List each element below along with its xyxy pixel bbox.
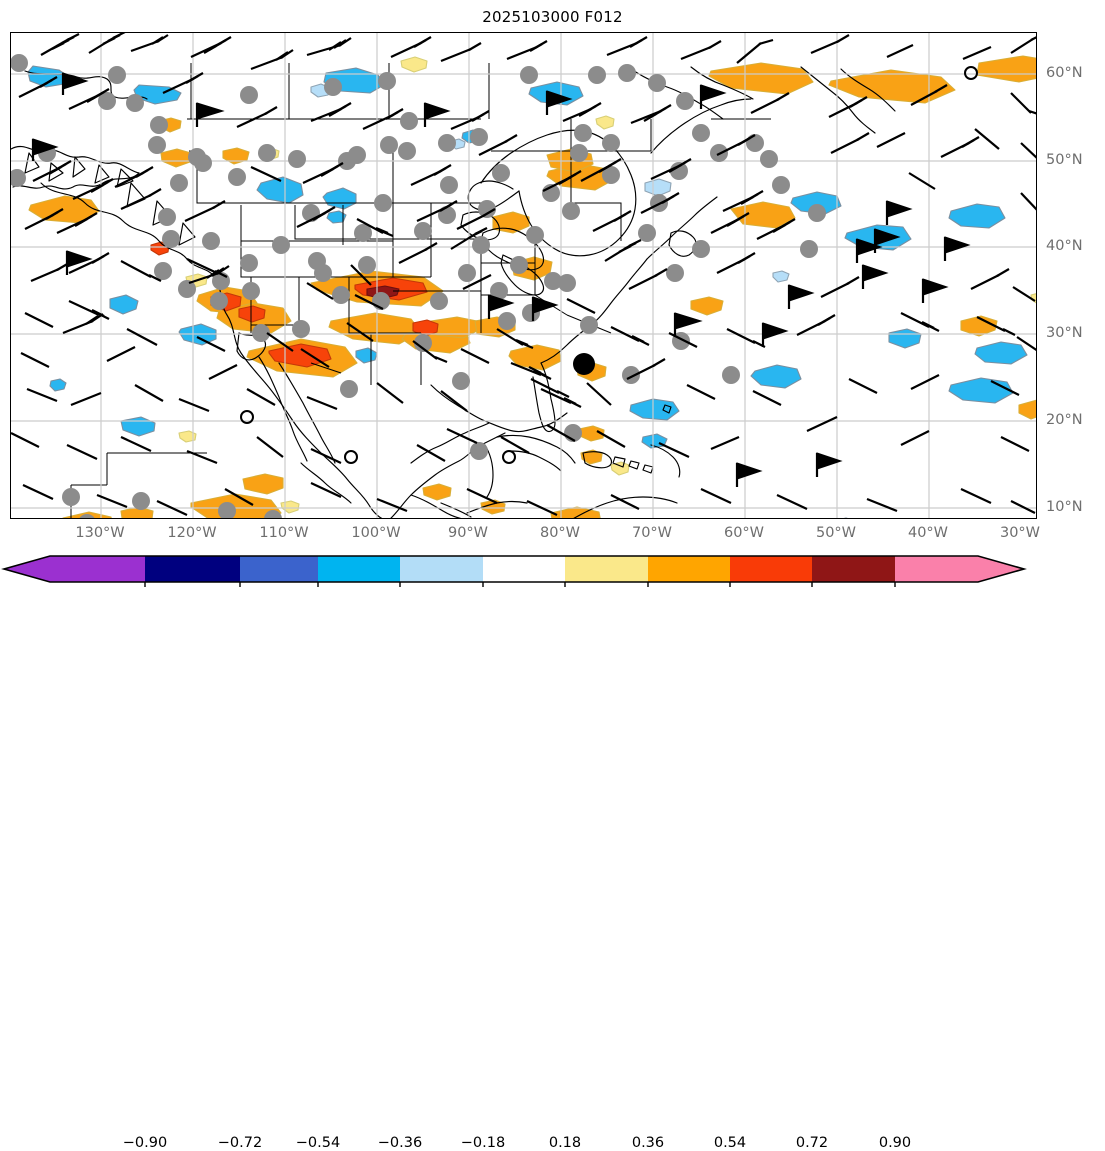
- figure-canvas: 2025103000 F012: [0, 8, 1105, 1151]
- lon-label: 40°W: [907, 525, 949, 541]
- colorbar-label: 0.36: [631, 1135, 665, 1151]
- lat-label: 60°N: [1046, 65, 1083, 81]
- figure-title: 2025103000 F012: [482, 8, 623, 26]
- colorbar-segment[interactable]: [145, 556, 240, 582]
- colorbar-label: −0.72: [217, 1135, 263, 1151]
- lat-label: 10°N: [1046, 499, 1083, 515]
- colorbar-segment[interactable]: [895, 556, 1024, 582]
- lon-label: 120°W: [167, 525, 217, 541]
- lat-label: 50°N: [1046, 152, 1083, 168]
- colorbar-segment[interactable]: [648, 556, 730, 582]
- lat-label: 30°N: [1046, 325, 1083, 341]
- colorbar-segment[interactable]: [318, 556, 400, 582]
- colorbar-svg: [1, 555, 1027, 587]
- colorbar-label: −0.18: [460, 1135, 506, 1151]
- colorbar-segment[interactable]: [812, 556, 895, 582]
- colorbar-outline: [1, 555, 1027, 583]
- colorbar-label: 0.90: [878, 1135, 912, 1151]
- colorbar[interactable]: −0.90 −0.72 −0.54 −0.36 −0.18 0.18 0.36 …: [0, 552, 1105, 1151]
- colorbar-segment[interactable]: [483, 556, 565, 582]
- map-svg: [11, 33, 1036, 518]
- colorbar-label: −0.36: [377, 1135, 423, 1151]
- colorbar-segment[interactable]: [400, 556, 483, 582]
- lon-label: 110°W: [259, 525, 309, 541]
- colorbar-segment[interactable]: [565, 556, 648, 582]
- colorbar-label: 0.72: [795, 1135, 829, 1151]
- lon-label: 100°W: [351, 525, 401, 541]
- map-plot-area[interactable]: [10, 32, 1037, 519]
- lon-label: 30°W: [999, 525, 1041, 541]
- calm-wind-circle-layer: [240, 66, 978, 464]
- lon-label: 80°W: [539, 525, 581, 541]
- station-marker-layer: [11, 54, 826, 518]
- colorbar-label: −0.90: [122, 1135, 168, 1151]
- lon-label: 50°W: [815, 525, 857, 541]
- lon-label: 130°W: [75, 525, 125, 541]
- colorbar-label: 0.54: [713, 1135, 747, 1151]
- lon-label: 60°W: [723, 525, 765, 541]
- colorbar-segment[interactable]: [730, 556, 812, 582]
- colorbar-segment[interactable]: [240, 556, 318, 582]
- colorbar-segment[interactable]: [4, 556, 145, 582]
- lat-label: 40°N: [1046, 238, 1083, 254]
- lon-label: 70°W: [631, 525, 673, 541]
- lon-label: 90°W: [447, 525, 489, 541]
- wind-barb-layer: [11, 33, 1036, 516]
- highlighted-station-marker: [573, 353, 595, 375]
- colorbar-label: 0.18: [548, 1135, 582, 1151]
- colorbar-label: −0.54: [295, 1135, 341, 1151]
- lat-label: 20°N: [1046, 412, 1083, 428]
